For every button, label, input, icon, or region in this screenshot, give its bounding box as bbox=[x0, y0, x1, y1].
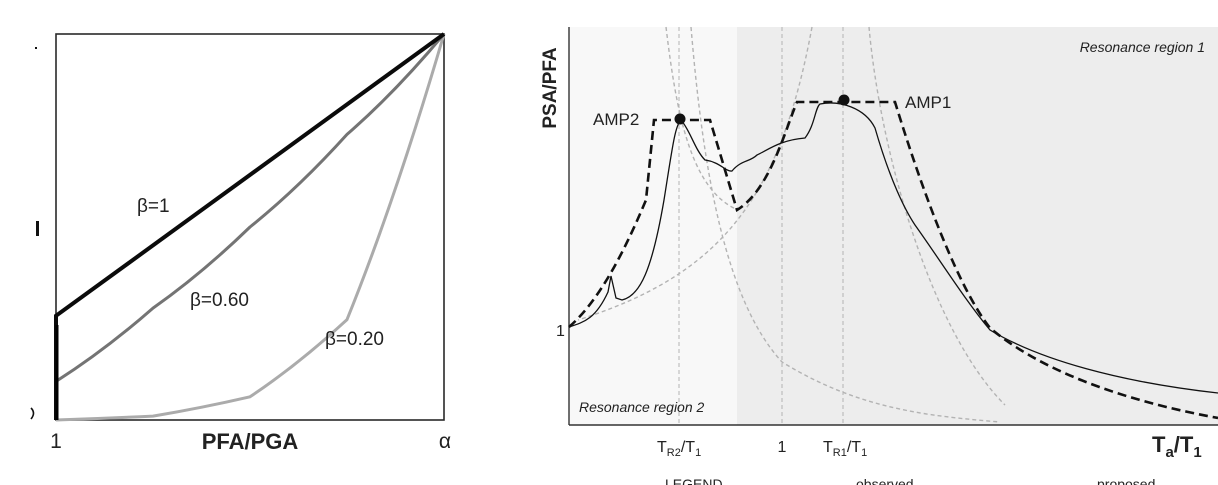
legend-proposed: proposed bbox=[1097, 476, 1155, 485]
clipped-zero-glyph bbox=[30, 407, 35, 420]
legend-observed: observed bbox=[856, 476, 914, 485]
helper-curve-steep bbox=[577, 26, 813, 321]
right-y-axis-label: PSA/PFA bbox=[540, 47, 561, 129]
right-y-tick-1: 1 bbox=[556, 323, 565, 340]
curve-beta-0.60 bbox=[54, 33, 446, 420]
label-region-1: Resonance region 1 bbox=[1080, 39, 1205, 55]
x-tick-tr2: TR2/T1 bbox=[657, 439, 701, 459]
label-beta-0.20: β=0.20 bbox=[325, 329, 384, 350]
x-tick-alpha: α bbox=[439, 430, 451, 453]
x-tick-tr1: TR1/T1 bbox=[823, 439, 867, 459]
label-region-2: Resonance region 2 bbox=[579, 399, 705, 415]
x-tick-1-right: 1 bbox=[778, 439, 787, 456]
clipped-axis-glyph bbox=[36, 221, 39, 236]
helper-curve-left bbox=[665, 26, 739, 211]
series-proposed bbox=[568, 100, 1218, 420]
right-x-axis-label: Ta/T1 bbox=[1152, 432, 1202, 461]
curve-beta-0.20 bbox=[55, 33, 446, 422]
label-amp1: AMP1 bbox=[905, 93, 951, 112]
marker-amp1 bbox=[838, 94, 850, 106]
right-chart: AMP2 AMP1 Resonance region 1 Resonance r… bbox=[540, 26, 1218, 485]
region-2-shade bbox=[569, 27, 737, 425]
x-tick-1: 1 bbox=[50, 430, 62, 453]
series-observed bbox=[568, 102, 1218, 394]
marker-amp2 bbox=[674, 113, 686, 125]
label-beta-1: β=1 bbox=[137, 196, 170, 217]
helper-curve-right bbox=[868, 26, 1006, 406]
helper-curve-right-branch bbox=[690, 26, 1001, 423]
legend-title: LEGEND bbox=[665, 476, 723, 485]
region-1-shade bbox=[737, 27, 1218, 425]
left-chart: β=1 β=0.60 β=0.20 1 α PFA/PGA bbox=[30, 32, 451, 454]
clipped-tick-glyph bbox=[35, 47, 37, 49]
left-x-axis-label: PFA/PGA bbox=[202, 429, 299, 454]
label-amp2: AMP2 bbox=[593, 110, 639, 129]
label-beta-0.60: β=0.60 bbox=[190, 290, 249, 311]
left-plot-frame bbox=[55, 33, 445, 421]
